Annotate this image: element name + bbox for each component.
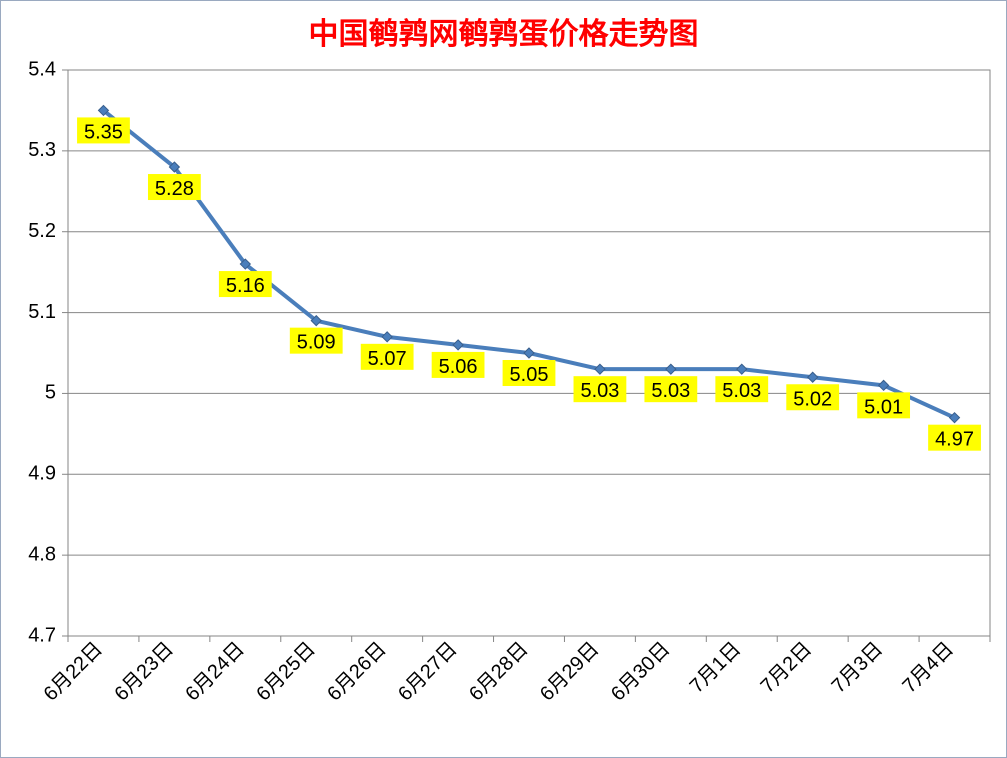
y-tick-label: 5.4 — [28, 58, 56, 80]
y-tick-label: 5.3 — [28, 139, 56, 161]
data-label: 5.35 — [84, 121, 123, 143]
y-tick-label: 5.2 — [28, 220, 56, 242]
data-label: 5.16 — [226, 275, 265, 297]
chart-container: 中国鹌鹑网鹌鹑蛋价格走势图4.74.84.955.15.25.35.46月22日… — [0, 0, 1007, 758]
y-tick-label: 5.1 — [28, 301, 56, 323]
data-label: 5.07 — [368, 348, 407, 370]
y-tick-label: 5 — [45, 382, 56, 404]
y-tick-label: 4.9 — [28, 463, 56, 485]
data-label: 5.09 — [297, 332, 336, 354]
data-label: 5.03 — [580, 380, 619, 402]
y-tick-label: 4.7 — [28, 624, 56, 646]
y-tick-label: 4.8 — [28, 543, 56, 565]
data-label: 5.03 — [651, 380, 690, 402]
data-label: 5.06 — [439, 356, 478, 378]
price-trend-chart: 中国鹌鹑网鹌鹑蛋价格走势图4.74.84.955.15.25.35.46月22日… — [0, 0, 1007, 758]
data-label: 5.02 — [793, 388, 832, 410]
data-label: 5.01 — [864, 396, 903, 418]
data-label: 4.97 — [935, 429, 974, 451]
chart-title: 中国鹌鹑网鹌鹑蛋价格走势图 — [309, 18, 699, 51]
data-label: 5.03 — [722, 380, 761, 402]
data-label: 5.28 — [155, 178, 194, 200]
data-label: 5.05 — [510, 364, 549, 386]
